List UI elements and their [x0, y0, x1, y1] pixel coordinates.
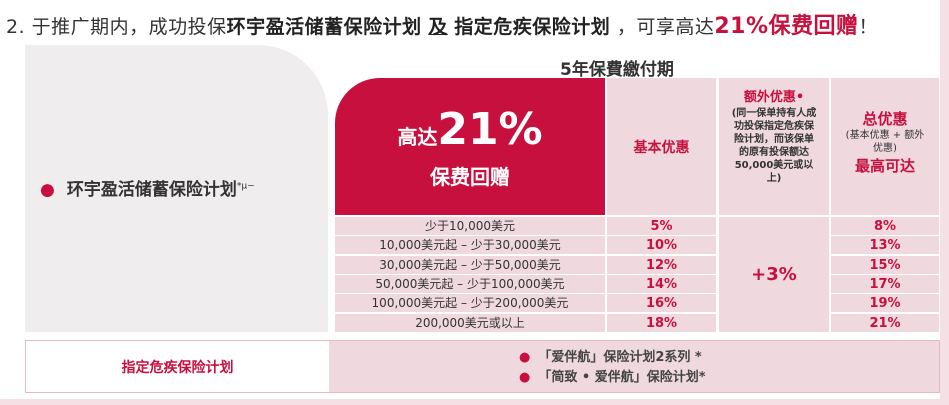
header-total-note: (基本优惠 + 额外优惠) — [845, 130, 925, 154]
plan-name: ● 环宇盈活储蓄保险计划*μ~ — [40, 175, 255, 200]
range-value: 100,000美元起 – 少于200,000美元 — [371, 296, 569, 311]
total-value: 19% — [869, 296, 901, 312]
table-row-basic: 14% — [607, 274, 716, 293]
header-basic-text: 基本优惠 — [633, 139, 690, 156]
headline-mid: ，可享高达 — [616, 16, 715, 38]
table-row-range: 50,000美元起 – 少于100,000美元 — [335, 274, 605, 293]
headline-highlight: 21%保费回赠 — [714, 14, 859, 39]
critical-plan-name: 「爱伴航」保险计划2系列 * — [538, 350, 702, 365]
payment-period-title: 5年保費繳付期 — [560, 60, 674, 80]
header-total-sub: 最高可达 — [854, 157, 915, 175]
table-row-basic: 16% — [607, 294, 716, 313]
promo-box: 高达21% 保费回赠 — [335, 78, 605, 215]
table-row-total: 19% — [831, 294, 939, 313]
header-extra: 额外优惠• (同一保单持有人成功投保指定危疾保险计划，而该保单的原有投保额达50… — [719, 78, 829, 215]
range-value: 10,000美元起 – 少于30,000美元 — [379, 238, 561, 253]
total-value: 21% — [869, 315, 901, 331]
table-row-range: 少于10,000美元 — [335, 217, 605, 235]
range-value: 30,000美元起 – 少于50,000美元 — [379, 257, 561, 272]
bullet-icon: ● — [519, 370, 531, 385]
headline-plan1: 环宇盈活储蓄保险计划 — [226, 16, 422, 38]
range-value: 少于10,000美元 — [425, 219, 515, 233]
basic-value: 5% — [650, 219, 673, 234]
promo-suffix: 保费回赠 — [430, 165, 510, 189]
critical-plan-name: 「简致 • 爱伴航」保险计划* — [538, 370, 706, 385]
table-row-total: 15% — [831, 255, 939, 274]
table-row-range: 200,000美元或以上 — [335, 313, 605, 332]
promo-prefix: 高达 — [397, 125, 438, 149]
total-value: 13% — [869, 238, 901, 254]
extra-discount-cell: +3% — [719, 217, 829, 332]
range-value: 200,000美元或以上 — [415, 315, 525, 330]
bullet-icon: ● — [519, 350, 531, 365]
plan-name-text: 环宇盈活储蓄保险计划 — [66, 180, 237, 200]
header-extra-note: (同一保单持有人成功投保指定危疾保险计划，而该保单的原有投保额达50,000美元… — [731, 108, 817, 184]
total-value: 15% — [869, 257, 901, 273]
table-row-total: 17% — [831, 274, 939, 293]
extra-discount-value: +3% — [751, 264, 797, 285]
plan-marks: *μ~ — [236, 181, 255, 192]
table-row-total: 13% — [831, 236, 939, 255]
headline-prefix: 2. 于推广期内，成功投保 — [6, 16, 227, 38]
headline-end: ！ — [858, 16, 879, 38]
table-row-basic: 5% — [607, 217, 716, 235]
headline-plan2: 指定危疾保险计划 — [454, 16, 611, 38]
bottom-strip — [0, 399, 949, 405]
critical-illness-row: 指定危疾保险计划 ● 「爱伴航」保险计划2系列 * ● 「简致 • 爱伴航」保险计划… — [25, 340, 940, 393]
bullet-icon: ● — [40, 180, 55, 200]
header-total-title: 总优惠 — [862, 110, 908, 128]
table-row-range: 10,000美元起 – 少于30,000美元 — [335, 236, 605, 255]
critical-illness-label: 指定危疾保险计划 — [26, 341, 329, 392]
table-row-basic: 10% — [607, 236, 716, 255]
promo-value: 21% — [437, 104, 543, 155]
table-row-basic: 12% — [607, 255, 716, 274]
header-extra-title: 额外优惠• — [743, 90, 805, 105]
table-row-total: 21% — [831, 313, 939, 332]
basic-value: 10% — [645, 238, 678, 254]
headline: 2. 于推广期内，成功投保环宇盈活储蓄保险计划 及 指定危疾保险计划 ，可享高达… — [6, 8, 878, 40]
critical-plan-item: ● 「简致 • 爱伴航」保险计划* — [519, 368, 939, 388]
basic-value: 18% — [645, 315, 678, 331]
headline-and: 及 — [428, 16, 448, 38]
table-row-basic: 18% — [607, 313, 716, 332]
table-row-range: 100,000美元起 – 少于200,000美元 — [335, 294, 605, 313]
table-row-range: 30,000美元起 – 少于50,000美元 — [335, 255, 605, 274]
total-value: 17% — [869, 276, 901, 292]
basic-value: 16% — [645, 296, 678, 312]
table-row-total: 8% — [831, 217, 939, 235]
plan-panel — [25, 45, 328, 332]
total-value: 8% — [873, 219, 897, 234]
right-strip — [940, 0, 949, 405]
header-total: 总优惠 (基本优惠 + 额外优惠) 最高可达 — [831, 78, 939, 215]
header-basic: 基本优惠 — [607, 78, 716, 215]
critical-illness-plans: ● 「爱伴航」保险计划2系列 * ● 「简致 • 爱伴航」保险计划* — [329, 341, 939, 392]
range-value: 50,000美元起 – 少于100,000美元 — [375, 276, 565, 291]
critical-plan-item: ● 「爱伴航」保险计划2系列 * — [519, 348, 939, 368]
basic-value: 12% — [645, 257, 678, 273]
basic-value: 14% — [645, 276, 678, 292]
